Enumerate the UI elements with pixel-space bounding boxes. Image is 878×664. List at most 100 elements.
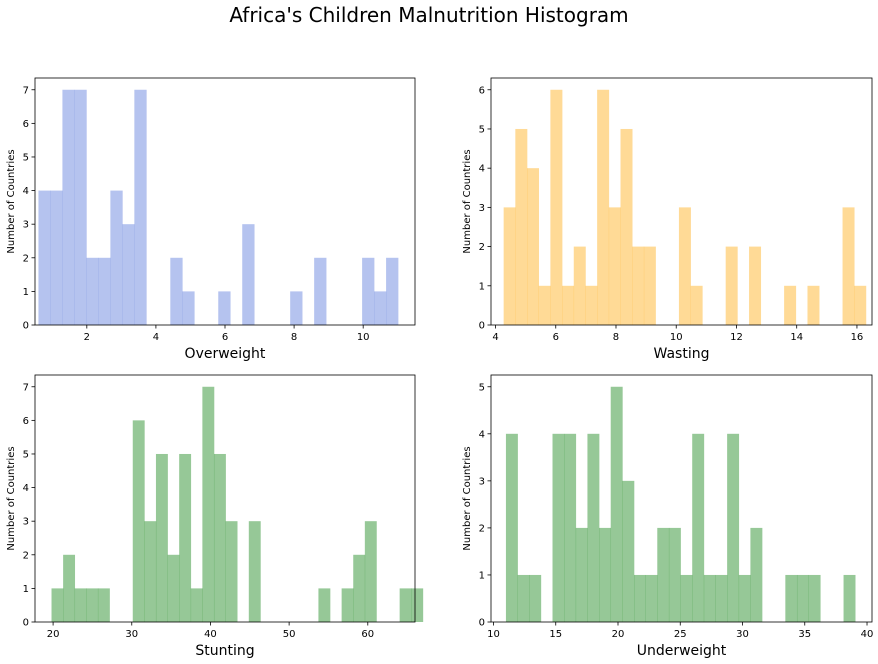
- x-tick-label: 20: [47, 629, 60, 640]
- y-tick-label: 2: [479, 523, 485, 534]
- x-tick-label: 10: [487, 629, 500, 640]
- histogram-bar: [575, 527, 588, 622]
- x-axis-label: Underweight: [637, 643, 727, 659]
- histogram-bar: [785, 574, 798, 622]
- histogram-bar: [750, 527, 763, 622]
- histogram-bar: [213, 453, 226, 622]
- x-tick-label: 14: [790, 332, 803, 343]
- histogram-bar: [202, 386, 215, 622]
- histogram-bar: [692, 433, 705, 622]
- histogram-bar: [668, 527, 681, 622]
- histogram-bar: [144, 521, 157, 622]
- histogram-bar: [725, 246, 738, 325]
- histogram-bar: [622, 480, 635, 622]
- histogram-bar: [643, 246, 656, 325]
- x-tick-label: 6: [553, 332, 559, 343]
- y-tick-label: 2: [23, 253, 29, 264]
- histogram-bar: [132, 420, 145, 622]
- y-tick-label: 0: [479, 321, 485, 332]
- histogram-bar: [587, 433, 600, 622]
- histogram-bar: [386, 257, 399, 325]
- histogram-bar: [218, 291, 231, 325]
- histogram-bar: [86, 257, 99, 325]
- histogram-bar: [179, 453, 192, 622]
- histogram-bar: [784, 285, 797, 325]
- histogram-bar: [290, 291, 303, 325]
- y-axis-label: Number of Countries: [462, 446, 473, 550]
- histogram-bar: [562, 285, 575, 325]
- y-tick-label: 4: [23, 186, 29, 197]
- histogram-bar: [529, 574, 542, 622]
- y-tick-label: 1: [479, 281, 485, 292]
- x-axis-label: Overweight: [185, 346, 266, 362]
- histogram-bar: [318, 588, 331, 622]
- histogram-bar: [585, 285, 598, 325]
- histogram-bar: [796, 574, 809, 622]
- x-tick-label: 30: [125, 629, 138, 640]
- axes-frame: [490, 77, 873, 326]
- y-tick-label: 5: [23, 449, 29, 460]
- y-tick-label: 3: [479, 203, 485, 214]
- histogram-bar: [738, 574, 751, 622]
- x-tick-label: 25: [674, 629, 687, 640]
- histogram-bar: [550, 89, 563, 325]
- histogram-bar: [597, 89, 610, 325]
- x-tick-label: 30: [736, 629, 749, 640]
- histogram-bar: [98, 257, 111, 325]
- x-axis-label: Stunting: [195, 643, 254, 659]
- axes-frame: [490, 374, 873, 623]
- histogram-bar: [399, 588, 412, 622]
- x-tick-label: 8: [613, 332, 619, 343]
- histogram-bar: [807, 285, 820, 325]
- subplot-underweight: 10 15 20 25 30 35 40 0 1 2 3 4 5 Underweight Number of…: [462, 374, 874, 659]
- y-tick-label: 6: [479, 85, 485, 96]
- histogram-bar: [155, 453, 168, 622]
- figure-title: Africa's Children Malnutrition Histogram: [229, 3, 628, 27]
- y-tick-label: 1: [23, 287, 29, 298]
- histogram-bar: [97, 588, 110, 622]
- histogram-bar: [678, 207, 691, 325]
- histogram-bar: [167, 554, 180, 622]
- histogram-bar: [564, 433, 577, 622]
- histogram-bar: [842, 207, 855, 325]
- histogram-bar: [690, 285, 703, 325]
- y-tick-label: 2: [23, 550, 29, 561]
- histogram-bar: [573, 246, 586, 325]
- histogram-bar: [749, 246, 762, 325]
- x-axis-label: Wasting: [654, 346, 710, 362]
- histogram-bar: [505, 433, 518, 622]
- y-tick-label: 0: [23, 618, 29, 629]
- histogram-bar: [62, 89, 75, 325]
- y-axis-label: Number of Countries: [6, 446, 17, 550]
- x-tick-label: 2: [84, 332, 90, 343]
- y-tick-label: 1: [23, 584, 29, 595]
- axes-frame: [34, 374, 416, 623]
- x-tick-label: 20: [612, 629, 625, 640]
- x-tick-label: 4: [492, 332, 498, 343]
- histogram-bar: [715, 574, 728, 622]
- histogram-bar: [632, 246, 645, 325]
- histogram-bar: [122, 224, 135, 325]
- x-tick-label: 40: [861, 629, 874, 640]
- y-tick-label: 5: [479, 382, 485, 393]
- y-tick-label: 7: [23, 382, 29, 393]
- histogram-bar: [362, 257, 375, 325]
- y-tick-label: 0: [23, 321, 29, 332]
- histogram-bar: [608, 207, 621, 325]
- x-tick-label: 10: [670, 332, 683, 343]
- histogram-bar: [182, 291, 195, 325]
- x-tick-label: 4: [153, 332, 159, 343]
- histogram-bar: [703, 574, 716, 622]
- subplot-overweight: 2 4 6 8 10 0 1 2 3 4 5 6 7 Overweight Number of Countr…: [6, 77, 416, 362]
- histogram-bar: [633, 574, 646, 622]
- y-tick-label: 5: [23, 152, 29, 163]
- histogram-bar: [538, 285, 551, 325]
- histogram-bar: [134, 89, 147, 325]
- histogram-bar: [50, 190, 63, 325]
- histogram-bar: [63, 554, 76, 622]
- x-tick-label: 12: [730, 332, 743, 343]
- y-tick-label: 4: [23, 483, 29, 494]
- x-tick-label: 50: [283, 629, 296, 640]
